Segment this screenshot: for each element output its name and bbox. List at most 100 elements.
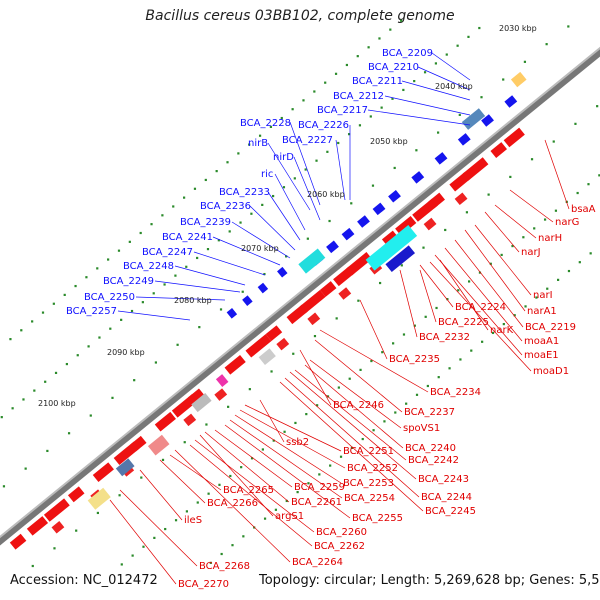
gene-label[interactable]: moaE1 <box>524 350 559 361</box>
gene-label[interactable]: BCA_2265 <box>223 485 274 496</box>
gene-label[interactable]: argS1 <box>275 511 304 522</box>
gene-label[interactable]: BCA_2210 <box>368 62 419 73</box>
gene-label[interactable]: BCA_2234 <box>430 387 481 398</box>
tick-dot <box>118 494 121 497</box>
gene-arrow <box>504 95 518 108</box>
gene-label[interactable]: BCA_2247 <box>142 247 193 258</box>
tick-dot <box>242 535 245 538</box>
gene-label[interactable]: BCA_2246 <box>333 400 384 411</box>
gene-arrow <box>490 142 508 158</box>
tick-dot <box>302 99 305 102</box>
gene-features <box>9 71 527 550</box>
gene-arrow <box>214 388 228 401</box>
gene-label[interactable]: nirD <box>273 152 294 163</box>
gene-label[interactable]: ileS <box>184 515 202 526</box>
gene-label[interactable]: ssb2 <box>286 437 309 448</box>
gene-label[interactable]: nirB <box>248 138 268 149</box>
leader-line <box>399 269 418 338</box>
gene-label[interactable]: spoVS1 <box>403 423 440 434</box>
gene-label[interactable]: bsaA <box>571 204 596 215</box>
gene-label[interactable]: BCA_2227 <box>282 135 333 146</box>
gene-label[interactable]: BCA_2252 <box>347 463 398 474</box>
gene-label[interactable]: narH <box>538 233 562 244</box>
gene-label[interactable]: BCA_2243 <box>418 474 469 485</box>
tick-dot <box>378 37 381 40</box>
gene-label[interactable]: BCA_2232 <box>419 332 470 343</box>
gene-arrow <box>51 520 65 534</box>
gene-label[interactable]: BCA_2266 <box>207 498 258 509</box>
gene-label[interactable]: BCA_2211 <box>352 76 403 87</box>
gene-label[interactable]: BCA_2250 <box>84 292 135 303</box>
gene-label[interactable]: BCA_2236 <box>200 201 251 212</box>
gene-label[interactable]: narG <box>555 217 579 228</box>
gene-label[interactable]: BCA_2253 <box>343 478 394 489</box>
upper-tick-dots <box>0 19 570 488</box>
gene-label[interactable]: BCA_2217 <box>317 105 368 116</box>
gene-label[interactable]: BCA_2268 <box>199 561 250 572</box>
gene-label[interactable]: BCA_2226 <box>298 120 349 131</box>
gene-label[interactable]: BCA_2251 <box>343 446 394 457</box>
gene-label[interactable]: BCA_2249 <box>103 276 154 287</box>
gene-label[interactable]: BCA_2240 <box>405 443 456 454</box>
tick-dot <box>272 439 275 442</box>
leader-line <box>119 489 198 567</box>
gene-label[interactable]: moaA1 <box>524 336 559 347</box>
gene-label[interactable]: BCA_2224 <box>455 302 506 313</box>
leader-line <box>299 349 332 406</box>
tick-dot <box>120 563 123 566</box>
genome-backbone <box>0 47 600 546</box>
tick-dot <box>96 267 99 270</box>
leader-line <box>231 221 291 259</box>
gene-label[interactable]: BCA_2244 <box>421 492 472 503</box>
gene-label[interactable]: BCA_2270 <box>178 579 229 590</box>
gene-label[interactable]: BCA_2209 <box>382 48 433 59</box>
gene-label[interactable]: BCA_2235 <box>389 354 440 365</box>
tick-dot <box>567 269 571 273</box>
gene-label[interactable]: BCA_2237 <box>404 407 455 418</box>
gene-label[interactable]: ric <box>261 169 273 180</box>
leader-line <box>544 139 570 210</box>
leader-line <box>117 310 191 321</box>
gene-label[interactable]: BCA_2264 <box>292 557 343 568</box>
gene-label[interactable]: narK <box>490 325 514 336</box>
gene-label[interactable]: BCA_2260 <box>316 527 367 538</box>
gene-label[interactable]: BCA_2225 <box>438 317 489 328</box>
tick-dot <box>150 223 153 226</box>
gene-label[interactable]: BCA_2248 <box>123 261 174 272</box>
gene-feature <box>215 374 229 387</box>
gene-label[interactable]: BCA_2219 <box>525 322 576 333</box>
gene-label[interactable]: BCA_2239 <box>180 217 231 228</box>
gene-label[interactable]: BCA_2212 <box>333 91 384 102</box>
tick-dot <box>448 367 451 370</box>
gene-arrow <box>454 192 468 206</box>
gene-label[interactable]: BCA_2245 <box>425 506 476 517</box>
gene-label[interactable]: BCA_2254 <box>344 493 395 504</box>
leader-line <box>274 173 306 231</box>
lower-tick-dots <box>31 105 600 568</box>
gene-label[interactable]: BCA_2242 <box>408 455 459 466</box>
tick-dot <box>85 276 88 279</box>
gene-label[interactable]: narJ <box>521 247 541 258</box>
gene-label[interactable]: narI <box>533 290 553 301</box>
gene-label[interactable]: moaD1 <box>533 366 569 377</box>
leader-line <box>154 280 241 293</box>
tick-dot <box>509 175 512 179</box>
gene-label[interactable]: BCA_2233 <box>219 187 270 198</box>
tick-dot <box>487 193 490 196</box>
gene-label[interactable]: narA1 <box>527 306 557 317</box>
tick-dot <box>307 482 310 485</box>
gene-label[interactable]: BCA_2261 <box>291 497 342 508</box>
tick-dot <box>546 287 549 290</box>
tick-dot <box>65 362 68 366</box>
tick-dot <box>424 315 427 318</box>
gene-label[interactable]: BCA_2262 <box>314 541 365 552</box>
gene-label[interactable]: BCA_2255 <box>352 513 403 524</box>
leader-line <box>429 261 532 372</box>
tick-dot <box>31 564 34 568</box>
tick-dot <box>120 318 123 321</box>
gene-label[interactable]: BCA_2259 <box>294 482 345 493</box>
gene-label[interactable]: BCA_2257 <box>66 306 117 317</box>
gene-label[interactable]: BCA_2241 <box>162 232 213 243</box>
tick-dot <box>574 122 577 125</box>
gene-label[interactable]: BCA_2228 <box>240 118 291 129</box>
